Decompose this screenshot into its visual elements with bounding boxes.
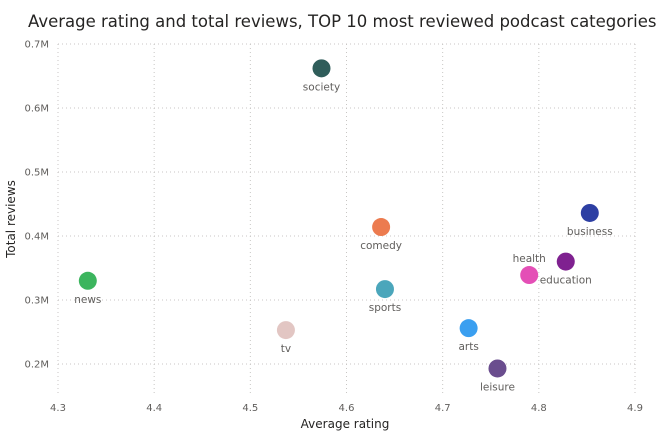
point-news[interactable] [78, 271, 97, 290]
point-label-arts: arts [458, 341, 478, 353]
point-label-comedy: comedy [360, 240, 402, 252]
y-axis-title: Total reviews [4, 180, 18, 259]
point-label-tv: tv [281, 343, 291, 355]
point-health[interactable] [520, 266, 539, 285]
point-tv[interactable] [276, 321, 295, 340]
tick-labels: 4.3 4.4 4.5 4.6 4.7 4.8 4.9 0.2M 0.3M 0.4M 0.5M 0.6… [24, 40, 642, 415]
x-tick-label: 4.8 [531, 403, 547, 414]
point-business[interactable] [580, 203, 599, 222]
x-tick-label: 4.7 [435, 403, 451, 414]
y-tick-label: 0.5M [24, 168, 49, 179]
y-tick-label: 0.3M [24, 296, 49, 307]
point-labels: society business comedy education health news… [74, 81, 612, 393]
y-tick-label: 0.2M [24, 360, 49, 371]
x-tick-label: 4.6 [339, 403, 355, 414]
point-label-news: news [74, 294, 101, 306]
point-leisure[interactable] [488, 359, 507, 378]
point-label-business: business [567, 226, 613, 238]
point-label-health: health [513, 253, 546, 265]
point-label-leisure: leisure [480, 381, 515, 393]
point-sports[interactable] [375, 280, 394, 299]
y-tick-label: 0.7M [24, 40, 49, 51]
point-label-education: education [540, 275, 592, 287]
point-comedy[interactable] [372, 218, 391, 237]
y-tick-label: 0.4M [24, 232, 49, 243]
point-education[interactable] [556, 252, 575, 271]
point-label-society: society [303, 81, 340, 93]
x-tick-label: 4.3 [50, 403, 66, 414]
y-tick-label: 0.6M [24, 104, 49, 115]
point-label-sports: sports [369, 302, 401, 314]
x-tick-label: 4.9 [627, 403, 643, 414]
x-tick-label: 4.4 [146, 403, 162, 414]
x-axis-title: Average rating [301, 417, 390, 431]
point-society[interactable] [312, 59, 331, 78]
data-points [78, 59, 599, 378]
x-tick-label: 4.5 [242, 403, 258, 414]
gridlines [57, 43, 636, 396]
point-arts[interactable] [459, 319, 478, 338]
chart-title: Average rating and total reviews, TOP 10… [28, 12, 657, 31]
